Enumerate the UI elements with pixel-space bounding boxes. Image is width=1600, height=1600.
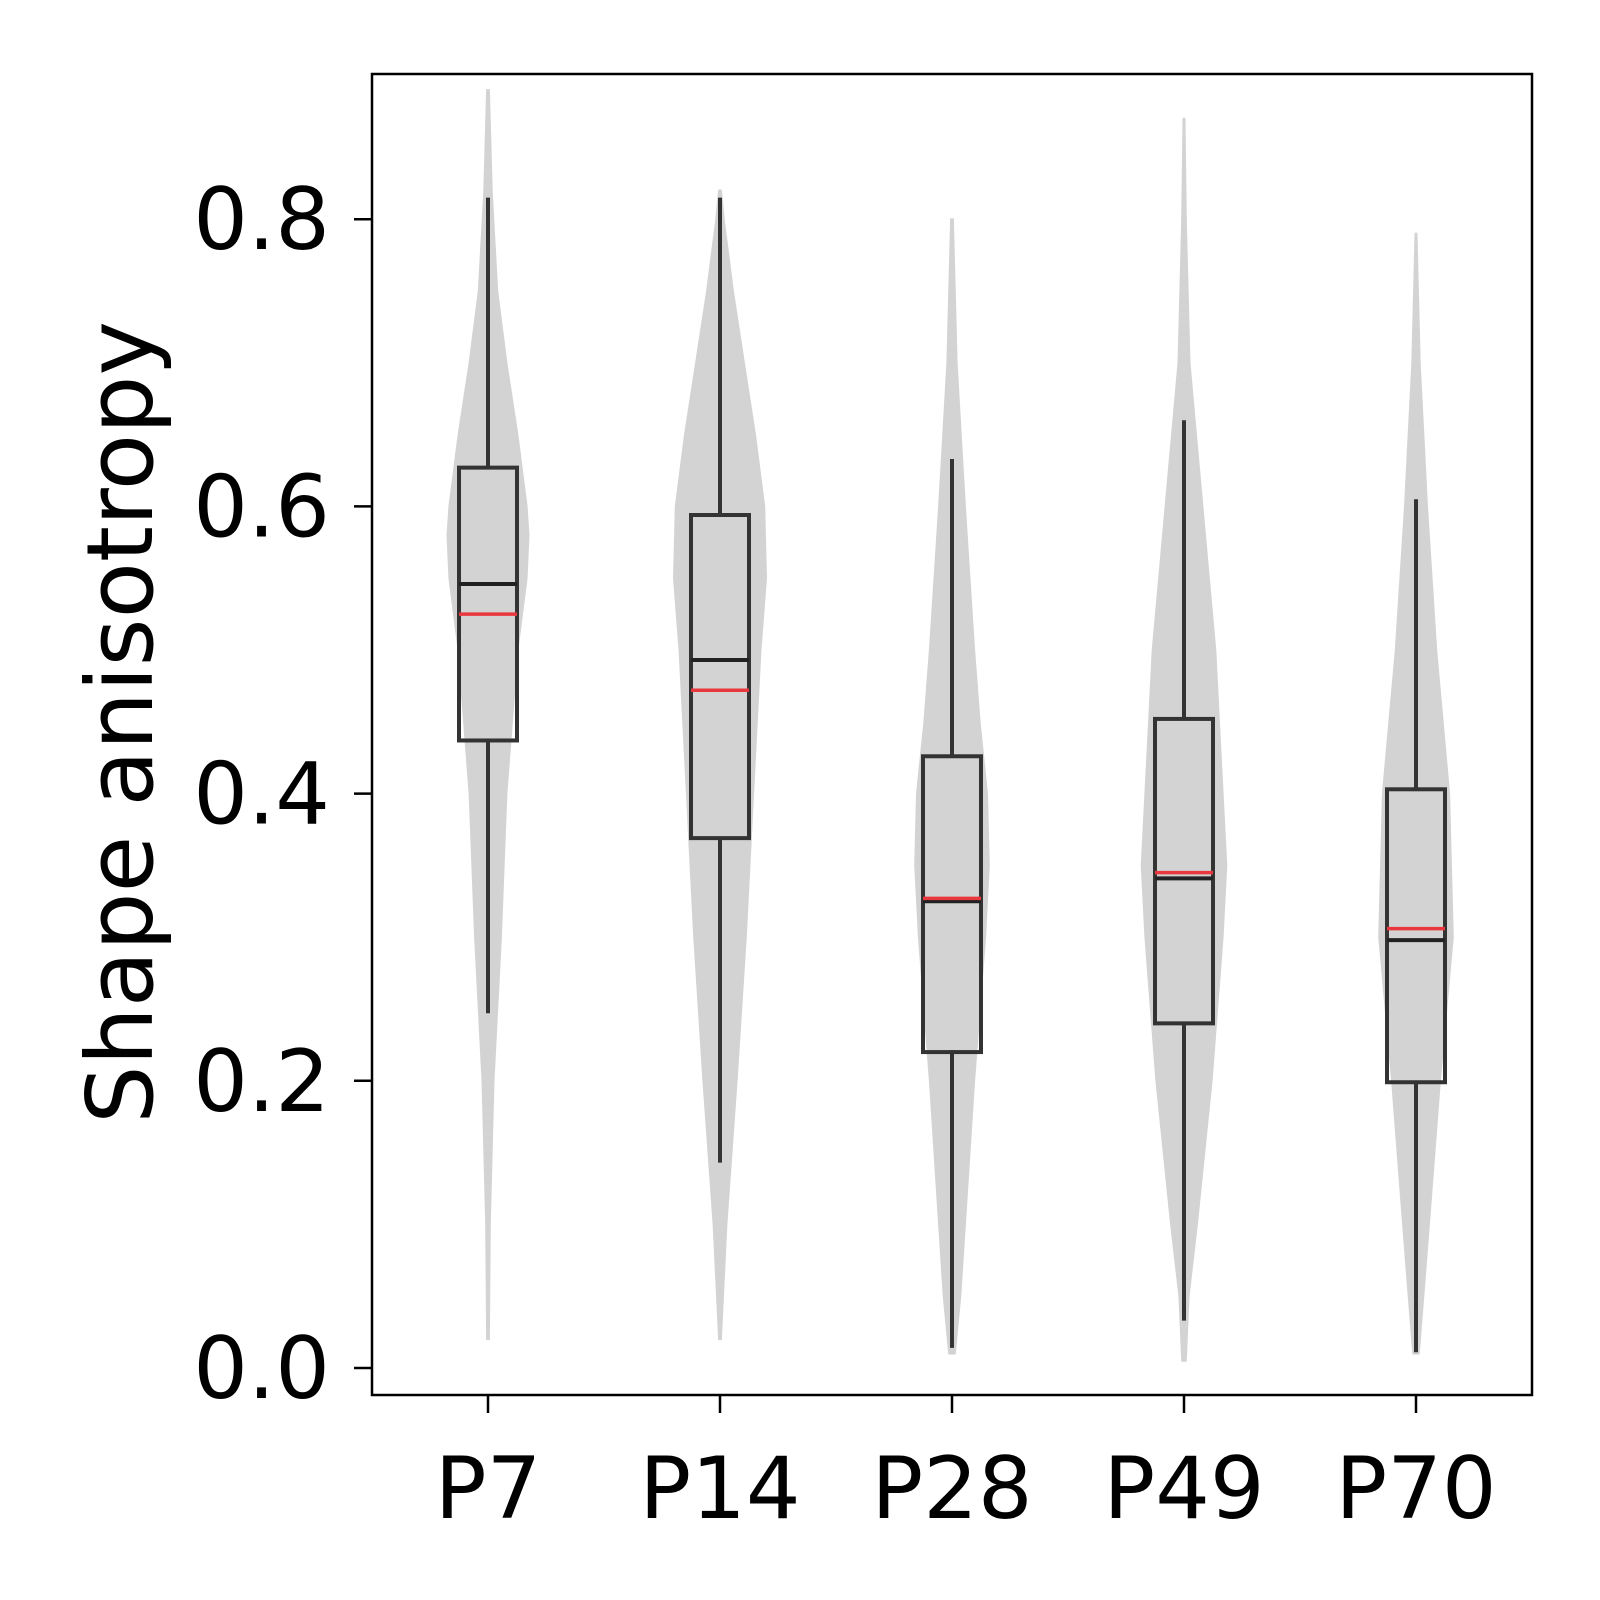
x-axis: P7 P14 P28 P49 P70 <box>435 1395 1497 1539</box>
y-tick-label: 0.4 <box>193 745 330 845</box>
y-tick-label: 0.6 <box>193 457 330 557</box>
box-P28 <box>921 754 983 1055</box>
box-P70 <box>1385 787 1447 1085</box>
x-tick-label: P70 <box>1335 1439 1496 1539</box>
y-tick-label: 0.2 <box>193 1032 330 1132</box>
x-tick-label: P14 <box>639 1439 800 1539</box>
y-tick-label: 0.8 <box>193 170 330 270</box>
violin-P7 <box>446 88 530 1341</box>
y-axis: 0.0 0.2 0.4 0.6 0.8 <box>193 170 372 1419</box>
violin-P49 <box>1140 117 1228 1362</box>
x-tick-label: P7 <box>435 1439 542 1539</box>
violin-layer <box>446 88 1454 1362</box>
violin-P14 <box>673 189 767 1341</box>
violin-P28 <box>914 218 990 1355</box>
y-tick-label: 0.0 <box>193 1319 330 1419</box>
box-P7 <box>457 465 519 743</box>
x-tick-label: P28 <box>871 1439 1032 1539</box>
x-tick-label: P49 <box>1103 1439 1264 1539</box>
box-P14 <box>689 513 751 841</box>
box-layer <box>457 197 1447 1353</box>
y-axis-title: Shape anisotropy <box>67 321 174 1124</box>
